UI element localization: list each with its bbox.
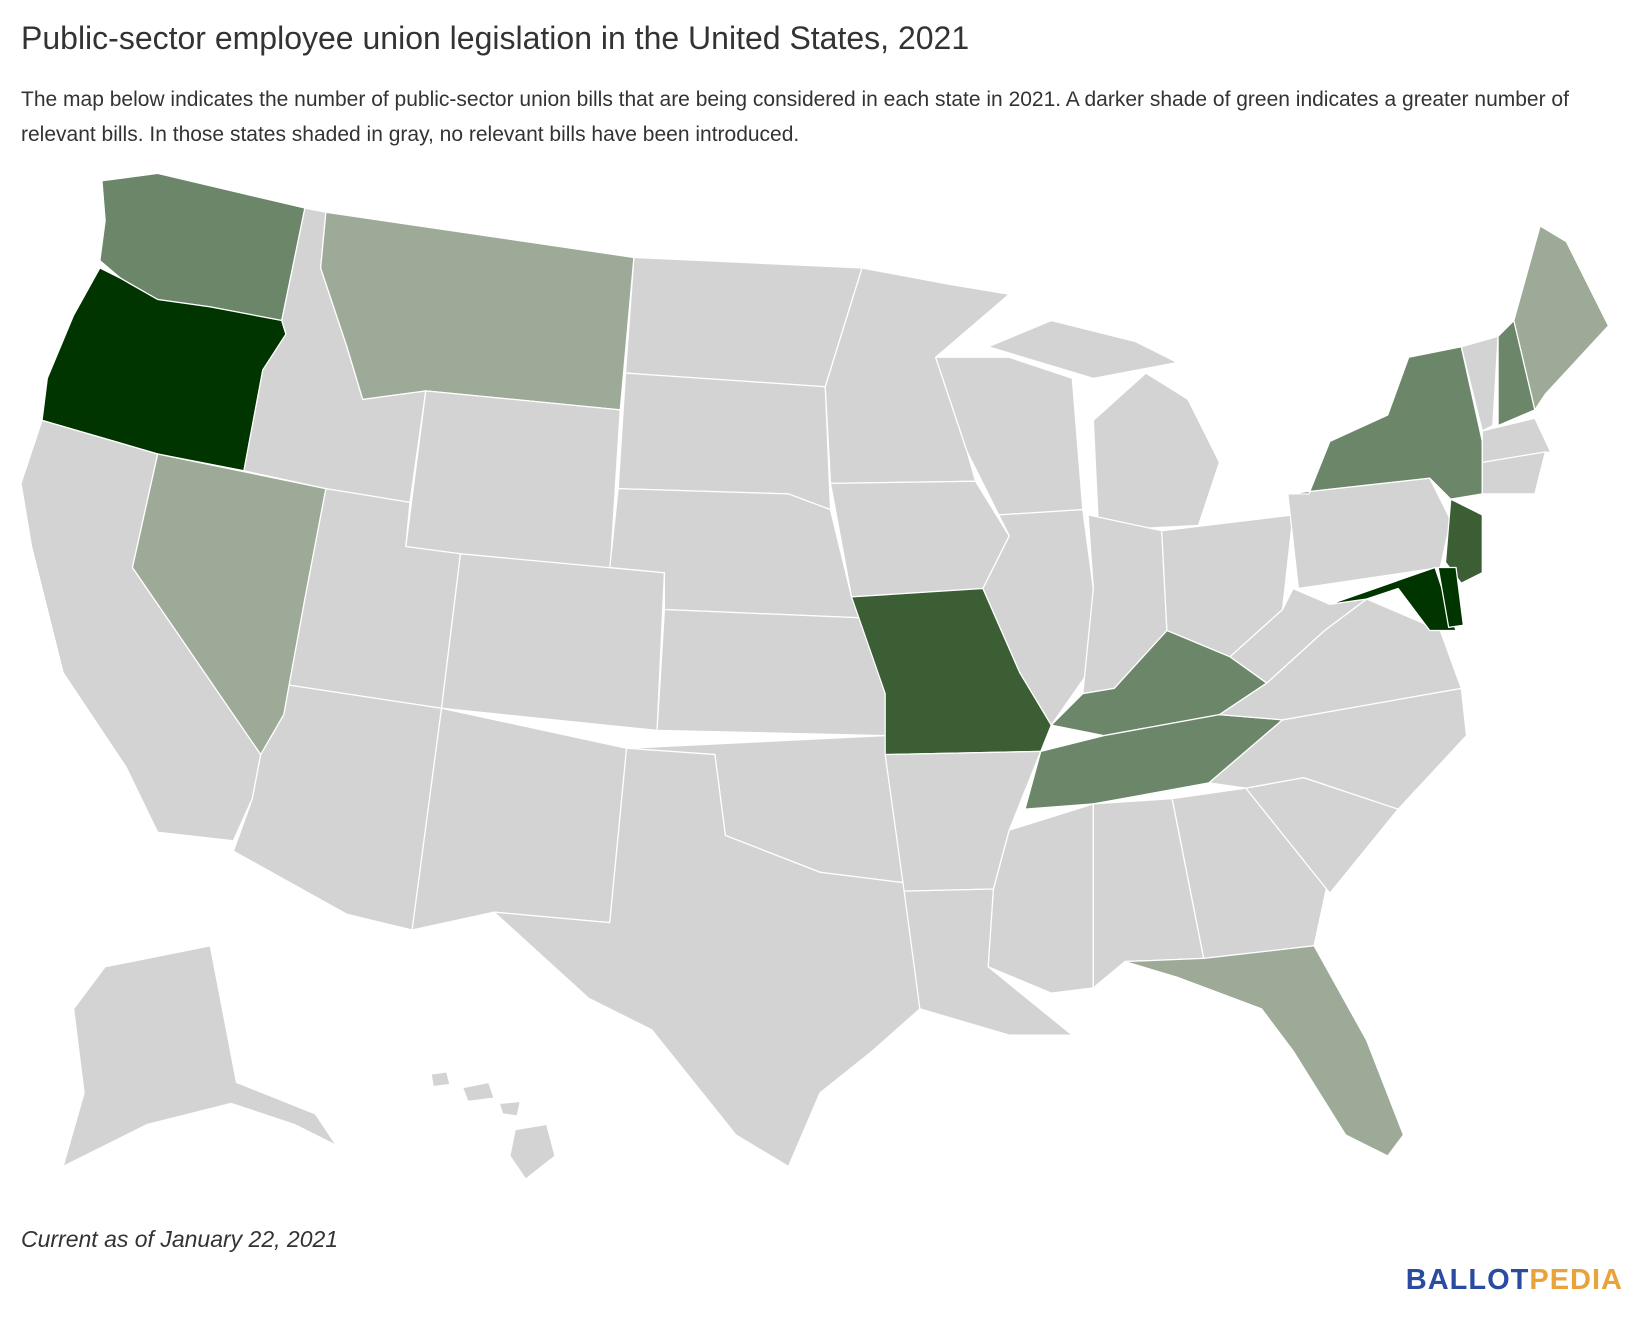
state	[656, 608, 886, 737]
state	[1513, 225, 1610, 411]
state	[829, 480, 1010, 598]
logo-part: BALLOT	[1405, 1264, 1530, 1296]
state	[493, 747, 921, 1168]
states	[20, 172, 1610, 1180]
subtitle: The map below indicates the number of pu…	[21, 88, 1569, 146]
state	[1329, 566, 1457, 632]
state	[1444, 498, 1483, 584]
state	[411, 707, 628, 931]
logo: BALLOTPEDIA	[1406, 1264, 1623, 1297]
state	[440, 553, 666, 731]
state	[1481, 417, 1552, 464]
state	[1287, 346, 1483, 500]
state	[624, 256, 863, 388]
state	[1437, 566, 1465, 629]
state	[1460, 335, 1499, 432]
state	[509, 1123, 556, 1180]
title: Public-sector employee union legislation…	[21, 20, 970, 56]
footnote: Current as of January 22, 2021	[21, 1226, 339, 1252]
state	[320, 211, 635, 411]
state	[430, 1071, 451, 1088]
state	[1092, 372, 1221, 532]
state	[1481, 451, 1547, 495]
state	[405, 390, 621, 577]
state	[987, 319, 1179, 379]
state	[461, 1081, 495, 1102]
state	[498, 1100, 522, 1117]
state	[62, 945, 338, 1168]
state	[1124, 945, 1405, 1157]
state	[1171, 787, 1331, 960]
logo-part: PEDIA	[1529, 1264, 1623, 1296]
